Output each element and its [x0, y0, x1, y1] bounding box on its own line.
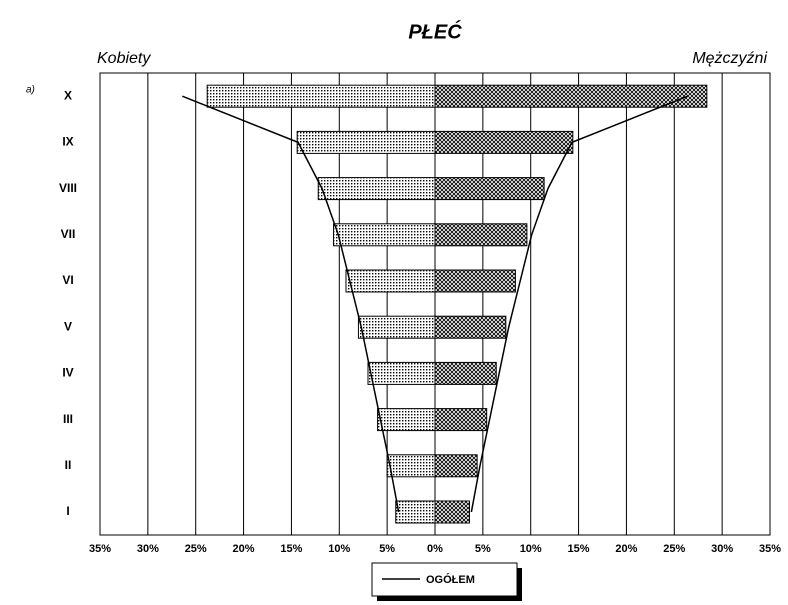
bar	[434, 84, 708, 108]
bar	[357, 315, 436, 339]
y-tick-label: IV	[62, 366, 73, 380]
bar	[434, 177, 545, 201]
bar	[386, 454, 436, 478]
x-tick-label: 20%	[233, 543, 255, 555]
x-tick-label: 10%	[520, 543, 542, 555]
y-tick-label: I	[66, 504, 69, 518]
bar	[434, 269, 516, 293]
y-tick-label: VI	[62, 273, 73, 287]
y-tick-label: II	[65, 458, 72, 472]
x-tick-label: 0%	[427, 543, 443, 555]
y-tick-label: VIII	[59, 181, 77, 195]
x-tick-label: 5%	[379, 543, 395, 555]
y-tick-label: IX	[62, 135, 73, 149]
bar	[434, 315, 507, 339]
x-tick-label: 15%	[280, 543, 302, 555]
x-tick-label: 15%	[568, 543, 590, 555]
bar	[434, 408, 488, 432]
chart-title: PŁEĆ	[408, 19, 462, 43]
bar	[333, 223, 436, 247]
bar	[434, 223, 528, 247]
y-tick-label: VII	[61, 227, 76, 241]
x-tick-label: 5%	[475, 543, 491, 555]
legend: OGÓŁEM	[371, 562, 522, 601]
bar	[367, 361, 436, 385]
x-tick-label: 30%	[711, 543, 733, 555]
bar	[296, 130, 436, 154]
x-tick-label: 35%	[89, 543, 111, 555]
bar	[434, 454, 478, 478]
bar	[206, 84, 436, 108]
bar	[434, 500, 470, 524]
y-tick-label: V	[64, 319, 72, 333]
total-line	[182, 95, 400, 513]
y-tick-label: X	[64, 88, 72, 102]
x-tick-label: 25%	[663, 543, 685, 555]
x-tick-label: 25%	[185, 543, 207, 555]
x-tick-label: 20%	[615, 543, 637, 555]
bar	[395, 500, 436, 524]
bar	[317, 177, 436, 201]
y-tick-label: III	[63, 412, 73, 426]
right-label: Mężczyźni	[692, 50, 767, 67]
bar	[377, 408, 436, 432]
legend-label: OGÓŁEM	[426, 573, 475, 586]
left-label: Kobiety	[97, 50, 151, 67]
bar	[434, 130, 574, 154]
bar	[345, 269, 436, 293]
total-line	[470, 95, 688, 513]
panel-label: a)	[26, 85, 35, 96]
x-tick-label: 35%	[759, 543, 781, 555]
x-tick-label: 10%	[328, 543, 350, 555]
x-tick-label: 30%	[137, 543, 159, 555]
bar	[434, 361, 497, 385]
